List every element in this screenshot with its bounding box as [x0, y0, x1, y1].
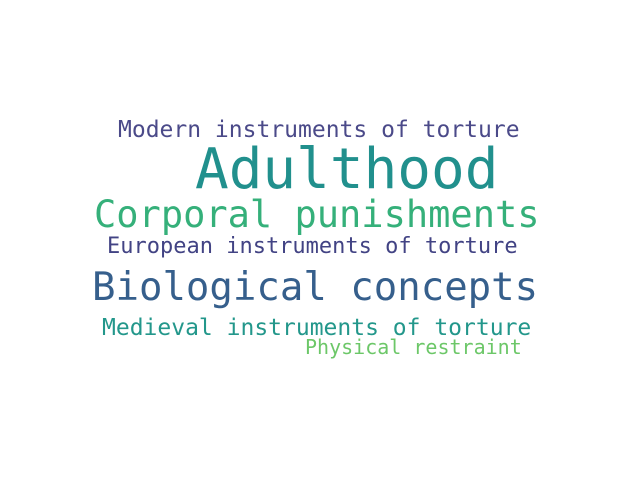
word-biological-concepts: Biological concepts [92, 265, 539, 310]
word-corporal-punishments: Corporal punishments [94, 193, 540, 236]
word-adulthood: Adulthood [195, 137, 499, 202]
word-european-instruments-of-torture: European instruments of torture [107, 234, 518, 259]
word-physical-restraint: Physical restraint [305, 335, 522, 359]
word-modern-instruments-of-torture: Modern instruments of torture [118, 117, 520, 143]
word-medieval-instruments-of-torture: Medieval instruments of torture [102, 315, 532, 341]
